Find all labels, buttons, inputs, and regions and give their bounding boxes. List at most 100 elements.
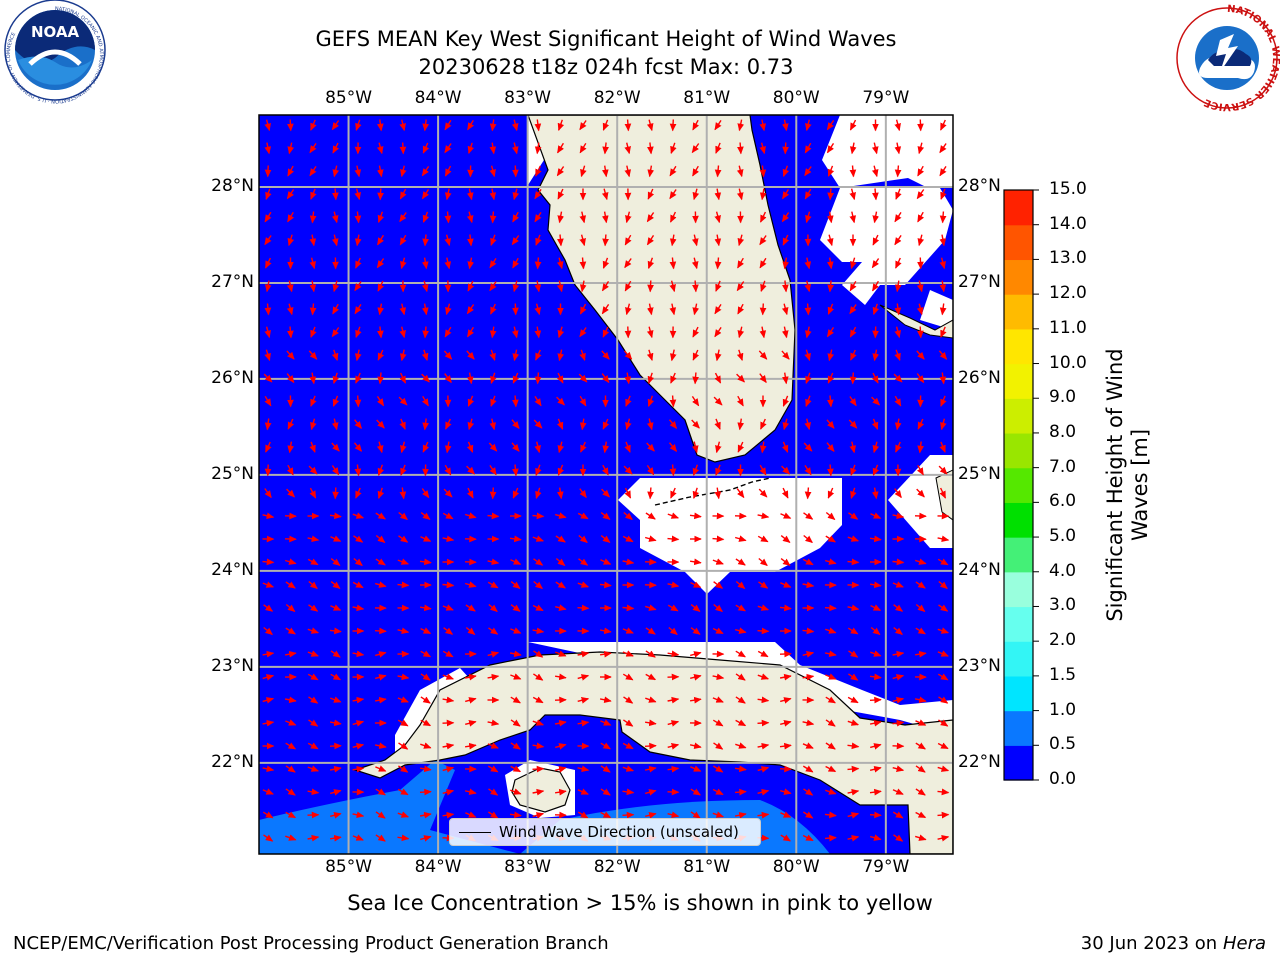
wave-direction-arrow xyxy=(287,165,295,177)
wave-direction-arrow xyxy=(580,441,587,453)
lat-tick-right: 24°N xyxy=(958,559,1001,580)
wave-direction-arrow xyxy=(442,650,454,658)
wave-direction-arrow xyxy=(939,143,947,154)
footer-left: NCEP/EMC/Verification Post Processing Pr… xyxy=(13,933,609,954)
wave-direction-arrow xyxy=(421,349,429,362)
wave-direction-arrow xyxy=(285,834,297,841)
wave-direction-arrow xyxy=(512,487,520,499)
wave-direction-arrow xyxy=(600,811,612,819)
wave-direction-arrow xyxy=(285,719,297,726)
wave-direction-arrow xyxy=(556,257,564,270)
wave-direction-arrow xyxy=(285,627,296,635)
wave-direction-arrow xyxy=(869,581,882,589)
wave-direction-arrow xyxy=(779,673,792,681)
wave-direction-arrow xyxy=(850,349,857,361)
wave-direction-arrow xyxy=(307,834,320,842)
wave-direction-arrow xyxy=(579,142,587,154)
wave-direction-arrow xyxy=(397,696,409,703)
wave-direction-arrow xyxy=(375,811,386,819)
wave-direction-arrow xyxy=(354,234,362,247)
wave-direction-arrow xyxy=(577,788,589,795)
wave-direction-arrow xyxy=(577,719,590,727)
wave-direction-arrow xyxy=(330,581,341,589)
wave-direction-arrow xyxy=(420,742,432,749)
wave-direction-arrow xyxy=(488,788,499,796)
wave-direction-arrow xyxy=(287,441,295,454)
wave-direction-arrow xyxy=(286,373,295,384)
wave-direction-arrow xyxy=(287,119,294,132)
wave-direction-arrow xyxy=(870,743,882,750)
wave-direction-arrow xyxy=(602,418,610,430)
wave-direction-arrow xyxy=(601,188,609,201)
wave-direction-arrow xyxy=(645,512,656,520)
wave-direction-arrow xyxy=(779,742,792,750)
wave-direction-arrow xyxy=(713,581,724,589)
wave-direction-arrow xyxy=(512,211,520,223)
wave-direction-arrow xyxy=(308,604,319,612)
wave-direction-arrow xyxy=(622,673,634,681)
wave-direction-arrow xyxy=(689,742,702,750)
wave-direction-arrow xyxy=(557,349,565,362)
wave-direction-arrow xyxy=(849,211,857,224)
wave-direction-arrow xyxy=(692,326,700,338)
wave-direction-arrow xyxy=(422,119,429,132)
wave-direction-arrow xyxy=(443,627,454,635)
wave-direction-arrow xyxy=(489,119,497,132)
wave-direction-arrow xyxy=(332,142,340,154)
wave-direction-arrow xyxy=(464,788,477,796)
wave-direction-arrow xyxy=(804,142,812,154)
wave-direction-arrow xyxy=(490,234,497,246)
wave-direction-arrow xyxy=(310,119,317,131)
wave-direction-arrow xyxy=(375,765,387,772)
wave-direction-arrow xyxy=(780,535,791,543)
wave-direction-arrow xyxy=(352,834,364,841)
wave-direction-arrow xyxy=(939,280,947,293)
wave-direction-arrow xyxy=(715,441,722,454)
wave-direction-arrow xyxy=(556,166,565,177)
wave-direction-arrow xyxy=(398,396,408,406)
wave-direction-arrow xyxy=(487,512,500,520)
wave-direction-arrow xyxy=(917,441,924,454)
wave-direction-arrow xyxy=(692,188,700,201)
wave-direction-arrow xyxy=(937,834,950,842)
wave-direction-arrow xyxy=(601,350,610,360)
wave-direction-arrow xyxy=(354,281,362,292)
wave-direction-arrow xyxy=(309,143,317,154)
wave-direction-arrow xyxy=(511,326,519,339)
wave-direction-arrow xyxy=(780,581,792,588)
wave-direction-arrow xyxy=(824,834,837,842)
wave-direction-arrow xyxy=(825,696,836,704)
wave-direction-arrow xyxy=(782,395,790,407)
colorbar-segment xyxy=(1004,259,1033,295)
wave-direction-arrow xyxy=(759,441,767,454)
wave-direction-arrow xyxy=(600,558,612,565)
wave-direction-arrow xyxy=(647,372,655,384)
wave-direction-arrow xyxy=(734,788,747,796)
wave-direction-arrow xyxy=(625,211,632,224)
wave-direction-arrow xyxy=(914,650,927,658)
wave-direction-arrow xyxy=(667,811,680,818)
wave-direction-arrow xyxy=(285,581,296,589)
wave-direction-arrow xyxy=(712,627,724,635)
wave-direction-arrow xyxy=(780,720,792,727)
wave-direction-arrow xyxy=(669,257,677,270)
wave-direction-arrow xyxy=(645,535,657,542)
wave-direction-arrow xyxy=(579,303,587,315)
wave-direction-arrow xyxy=(871,396,880,406)
wave-direction-arrow xyxy=(916,350,925,360)
wave-direction-arrow xyxy=(353,535,364,543)
wave-direction-arrow xyxy=(600,512,611,520)
wave-direction-arrow xyxy=(781,303,789,316)
wave-direction-arrow xyxy=(827,280,834,293)
wave-direction-arrow xyxy=(848,512,859,520)
wave-direction-arrow xyxy=(894,349,901,361)
wave-direction-arrow xyxy=(714,120,722,131)
lon-tick-top: 84°W xyxy=(414,88,462,108)
wave-direction-arrow xyxy=(512,280,520,293)
wave-direction-arrow xyxy=(329,627,342,635)
wave-direction-arrow xyxy=(667,720,680,727)
wave-direction-arrow xyxy=(331,418,339,431)
wave-direction-arrow xyxy=(554,719,567,727)
wave-direction-arrow xyxy=(264,488,272,499)
wave-direction-arrow xyxy=(669,280,676,293)
